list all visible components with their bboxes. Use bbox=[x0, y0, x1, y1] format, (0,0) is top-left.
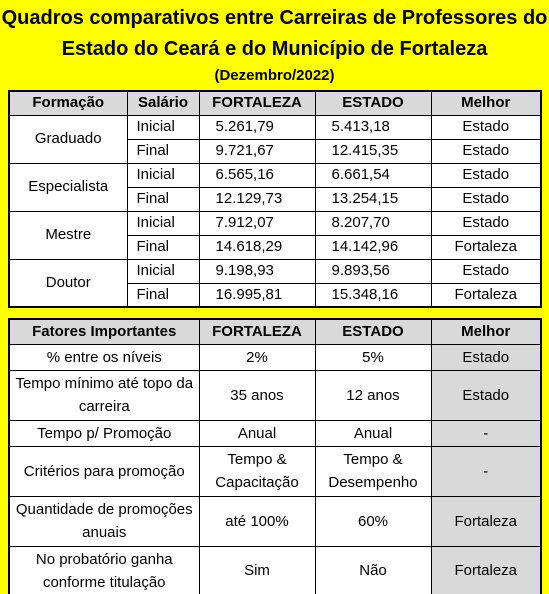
melhor-value: - bbox=[430, 419, 542, 447]
salario-cell: Inicial bbox=[126, 162, 200, 188]
fortaleza-value: 12.129,73 bbox=[198, 186, 316, 212]
title-date: (Dezembro/2022) bbox=[214, 67, 335, 84]
column-header: Salário bbox=[126, 90, 200, 116]
table-row: Final 9.721,67 12.415,35 Estado bbox=[9, 138, 542, 164]
fortaleza-value: Sim bbox=[198, 545, 316, 594]
melhor-value: - bbox=[430, 445, 542, 497]
estado-value: 15.348,16 bbox=[314, 282, 432, 308]
fator-cell: No probatório ganha conforme titulação bbox=[8, 545, 200, 594]
table-row: Final 14.618,29 14.142,96 Fortaleza bbox=[9, 234, 542, 260]
table-row: Graduado Inicial 5.261,79 5.413,18 Estad… bbox=[8, 114, 542, 164]
table-row: Final 16.995,81 15.348,16 Fortaleza bbox=[9, 282, 542, 308]
table-row: Tempo p/ Promoção Anual Anual - bbox=[8, 419, 542, 447]
estado-value: 8.207,70 bbox=[314, 210, 432, 236]
table-row: Final 12.129,73 13.254,15 Estado bbox=[9, 186, 542, 212]
estado-value: 5% bbox=[314, 343, 432, 371]
salario-cell: Inicial bbox=[126, 114, 200, 140]
fortaleza-value: 6.565,16 bbox=[198, 162, 316, 188]
melhor-value: Fortaleza bbox=[430, 234, 542, 260]
estado-value: 5.413,18 bbox=[314, 114, 432, 140]
estado-value: 14.142,96 bbox=[314, 234, 432, 260]
melhor-value: Estado bbox=[430, 369, 542, 421]
estado-value: 12 anos bbox=[314, 369, 432, 421]
estado-value: Anual bbox=[314, 419, 432, 447]
melhor-value: Fortaleza bbox=[430, 495, 542, 547]
fortaleza-value: 2% bbox=[198, 343, 316, 371]
fortaleza-value: 35 anos bbox=[198, 369, 316, 421]
table-row: Quantidade de promoções anuais até 100% … bbox=[8, 495, 542, 547]
table-row: Critérios para promoção Tempo & Capacita… bbox=[8, 445, 542, 497]
fortaleza-value: 9.721,67 bbox=[198, 138, 316, 164]
table-row: Doutor Inicial 9.198,93 9.893,56 Estado bbox=[8, 258, 542, 308]
estado-value: Tempo & Desempenho bbox=[314, 445, 432, 497]
table-row: Mestre Inicial 7.912,07 8.207,70 Estado bbox=[8, 210, 542, 260]
estado-value: 6.661,54 bbox=[314, 162, 432, 188]
melhor-value: Estado bbox=[430, 114, 542, 140]
column-header: Melhor bbox=[430, 318, 542, 345]
column-header: Fatores Importantes bbox=[8, 318, 200, 345]
fortaleza-value: Anual bbox=[198, 419, 316, 447]
table-header-row: Fatores Importantes FORTALEZA ESTADO Mel… bbox=[8, 318, 542, 345]
melhor-value: Estado bbox=[430, 210, 542, 236]
fator-cell: Tempo p/ Promoção bbox=[8, 419, 200, 447]
formacao-cell: Graduado bbox=[8, 114, 128, 164]
estado-value: Não bbox=[314, 545, 432, 594]
melhor-value: Fortaleza bbox=[430, 282, 542, 308]
column-header: FORTALEZA bbox=[198, 90, 316, 116]
estado-value: 60% bbox=[314, 495, 432, 547]
fator-cell: Quantidade de promoções anuais bbox=[8, 495, 200, 547]
column-header: Formação bbox=[8, 90, 128, 116]
column-header: ESTADO bbox=[314, 90, 432, 116]
salario-cell: Final bbox=[126, 282, 200, 308]
table-row: Especialista Inicial 6.565,16 6.661,54 E… bbox=[8, 162, 542, 212]
table-row: Tempo mínimo até topo da carreira 35 ano… bbox=[8, 369, 542, 421]
salary-comparison-table: Formação Salário FORTALEZA ESTADO Melhor… bbox=[8, 90, 542, 308]
fortaleza-value: 14.618,29 bbox=[198, 234, 316, 260]
column-header: FORTALEZA bbox=[198, 318, 316, 345]
fortaleza-value: 16.995,81 bbox=[198, 282, 316, 308]
estado-value: 13.254,15 bbox=[314, 186, 432, 212]
fator-cell: Critérios para promoção bbox=[8, 445, 200, 497]
estado-value: 12.415,35 bbox=[314, 138, 432, 164]
formacao-cell: Especialista bbox=[8, 162, 128, 212]
fortaleza-value: até 100% bbox=[198, 495, 316, 547]
fortaleza-value: 5.261,79 bbox=[198, 114, 316, 140]
fator-cell: % entre os níveis bbox=[8, 343, 200, 371]
column-header: Melhor bbox=[430, 90, 542, 116]
title-line-1: Quadros comparativos entre Carreiras de … bbox=[1, 7, 548, 29]
table-header-row: Formação Salário FORTALEZA ESTADO Melhor bbox=[8, 90, 542, 116]
melhor-value: Estado bbox=[430, 258, 542, 284]
fortaleza-value: 7.912,07 bbox=[198, 210, 316, 236]
melhor-value: Estado bbox=[430, 138, 542, 164]
formacao-cell: Mestre bbox=[8, 210, 128, 260]
salario-cell: Final bbox=[126, 138, 200, 164]
fator-cell: Tempo mínimo até topo da carreira bbox=[8, 369, 200, 421]
page-title: Quadros comparativos entre Carreiras de … bbox=[0, 0, 549, 88]
melhor-value: Estado bbox=[430, 186, 542, 212]
fortaleza-value: Tempo & Capacitação bbox=[198, 445, 316, 497]
table-row: No probatório ganha conforme titulação S… bbox=[8, 545, 542, 594]
table-row: % entre os níveis 2% 5% Estado bbox=[8, 343, 542, 371]
melhor-value: Estado bbox=[430, 343, 542, 371]
title-line-2: Estado do Ceará e do Município de Fortal… bbox=[61, 38, 488, 60]
factors-comparison-table: Fatores Importantes FORTALEZA ESTADO Mel… bbox=[8, 318, 542, 594]
melhor-value: Estado bbox=[430, 162, 542, 188]
estado-value: 9.893,56 bbox=[314, 258, 432, 284]
formacao-cell: Doutor bbox=[8, 258, 128, 308]
salario-cell: Inicial bbox=[126, 210, 200, 236]
salario-cell: Final bbox=[126, 234, 200, 260]
salario-cell: Final bbox=[126, 186, 200, 212]
fortaleza-value: 9.198,93 bbox=[198, 258, 316, 284]
salario-cell: Inicial bbox=[126, 258, 200, 284]
melhor-value: Fortaleza bbox=[430, 545, 542, 594]
column-header: ESTADO bbox=[314, 318, 432, 345]
